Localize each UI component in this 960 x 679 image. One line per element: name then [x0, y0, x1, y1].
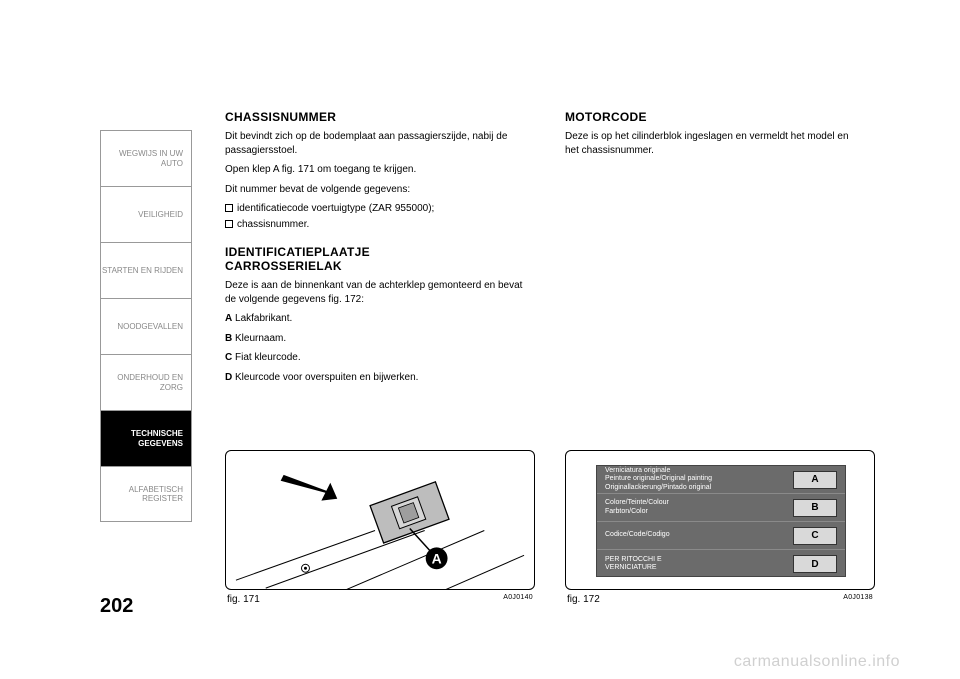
tab-noodgevallen[interactable]: NOODGEVALLEN	[100, 298, 192, 354]
list-text: chassisnummer.	[237, 219, 309, 230]
label-c-text: Fiat kleurcode.	[232, 352, 300, 363]
tab-label: GEGEVENS	[131, 439, 183, 448]
section-identificatie: IDENTIFICATIEPLAATJE CARROSSERIELAK Deze…	[225, 245, 535, 384]
list-text: identificatiecode voertuigtype (ZAR 9550…	[237, 203, 434, 214]
plate-row-text: Verniciatura originale Peinture original…	[597, 467, 793, 491]
body-text: C Fiat kleurcode.	[225, 351, 535, 365]
plate-row-box: C	[793, 527, 837, 545]
page: WEGWIJS IN UW AUTO VEILIGHEID STARTEN EN…	[0, 0, 960, 679]
tab-label: STARTEN EN RIJDEN	[102, 266, 183, 275]
label-d-text: Kleurcode voor overspuiten en bijwerken.	[232, 372, 418, 383]
heading-identificatie-l2: CARROSSERIELAK	[225, 259, 535, 273]
heading-identificatie-l1: IDENTIFICATIEPLAATJE	[225, 245, 535, 259]
watermark: carmanualsonline.info	[734, 653, 900, 671]
tab-label: ZORG	[117, 383, 183, 392]
body-text: Dit bevindt zich op de bodemplaat aan pa…	[225, 130, 535, 157]
tab-label: VEILIGHEID	[138, 210, 183, 219]
plate-row-text: PER RITOCCHI E VERNICIATURE	[597, 556, 793, 572]
plate-row-box: B	[793, 499, 837, 517]
plate-row: Codice/Code/Codigo C	[597, 522, 845, 550]
tab-onderhoud[interactable]: ONDERHOUD EN ZORG	[100, 354, 192, 410]
figure-171-caption-row: fig. 171 A0J0140	[225, 594, 535, 605]
figure-171-marker: A	[432, 550, 442, 566]
figure-171-code: A0J0140	[503, 594, 533, 605]
column-left: CHASSISNUMMER Dit bevindt zich op de bod…	[225, 110, 535, 390]
figure-171-caption: fig. 171	[227, 594, 260, 605]
plate-row: Colore/Teinte/Colour Farbton/Color B	[597, 494, 845, 522]
figure-172-code: A0J0138	[843, 594, 873, 605]
tab-label: TECHNISCHE	[131, 429, 183, 438]
tab-label: AUTO	[119, 159, 183, 168]
tab-veiligheid[interactable]: VEILIGHEID	[100, 186, 192, 242]
plate-row-box: D	[793, 555, 837, 573]
list-item: chassisnummer.	[225, 218, 535, 232]
column-right: MOTORCODE Deze is op het cilinderblok in…	[565, 110, 865, 163]
heading-motorcode: MOTORCODE	[565, 110, 865, 124]
body-text: Dit nummer bevat de volgende gegevens:	[225, 183, 535, 197]
body-text: B Kleurnaam.	[225, 332, 535, 346]
figure-172-caption: fig. 172	[567, 594, 600, 605]
figure-172-caption-row: fig. 172 A0J0138	[565, 594, 875, 605]
paint-label-plate: Verniciatura originale Peinture original…	[596, 465, 846, 577]
figure-172: Verniciatura originale Peinture original…	[565, 450, 875, 605]
label-a-text: Lakfabrikant.	[232, 313, 292, 324]
plate-row: Verniciatura originale Peinture original…	[597, 466, 845, 494]
tab-starten[interactable]: STARTEN EN RIJDEN	[100, 242, 192, 298]
figure-171: A fig. 171 A0J0140	[225, 450, 535, 605]
body-text: Deze is op het cilinderblok ingeslagen e…	[565, 130, 865, 157]
plate-row: PER RITOCCHI E VERNICIATURE D	[597, 550, 845, 578]
plate-row-text: Codice/Code/Codigo	[597, 531, 793, 539]
figure-172-box: Verniciatura originale Peinture original…	[565, 450, 875, 590]
tab-alfabetisch[interactable]: ALFABETISCH REGISTER	[100, 466, 192, 522]
figure-171-illustration: A	[226, 451, 534, 590]
label-b-text: Kleurnaam.	[232, 333, 286, 344]
tab-label: ONDERHOUD EN	[117, 373, 183, 382]
body-text: Open klep A fig. 171 om toegang te krijg…	[225, 163, 535, 177]
tab-label: REGISTER	[129, 494, 183, 503]
plate-row-text: Colore/Teinte/Colour Farbton/Color	[597, 499, 793, 515]
tab-technische-active[interactable]: TECHNISCHE GEGEVENS	[100, 410, 192, 466]
list-item: identificatiecode voertuigtype (ZAR 9550…	[225, 202, 535, 216]
heading-chassisnummer: CHASSISNUMMER	[225, 110, 535, 124]
bullet-icon	[225, 204, 233, 212]
body-text: A Lakfabrikant.	[225, 312, 535, 326]
body-text: D Kleurcode voor overspuiten en bijwerke…	[225, 371, 535, 385]
tab-label: ALFABETISCH	[129, 485, 183, 494]
tab-label: NOODGEVALLEN	[117, 322, 183, 331]
page-number: 202	[100, 595, 133, 618]
plate-row-box: A	[793, 471, 837, 489]
tab-label: WEGWIJS IN UW	[119, 149, 183, 158]
sidebar-tabs: WEGWIJS IN UW AUTO VEILIGHEID STARTEN EN…	[100, 130, 192, 522]
figure-171-box: A	[225, 450, 535, 590]
bullet-icon	[225, 220, 233, 228]
tab-wegwijs[interactable]: WEGWIJS IN UW AUTO	[100, 130, 192, 186]
body-text: Deze is aan de binnenkant van de achterk…	[225, 279, 535, 306]
